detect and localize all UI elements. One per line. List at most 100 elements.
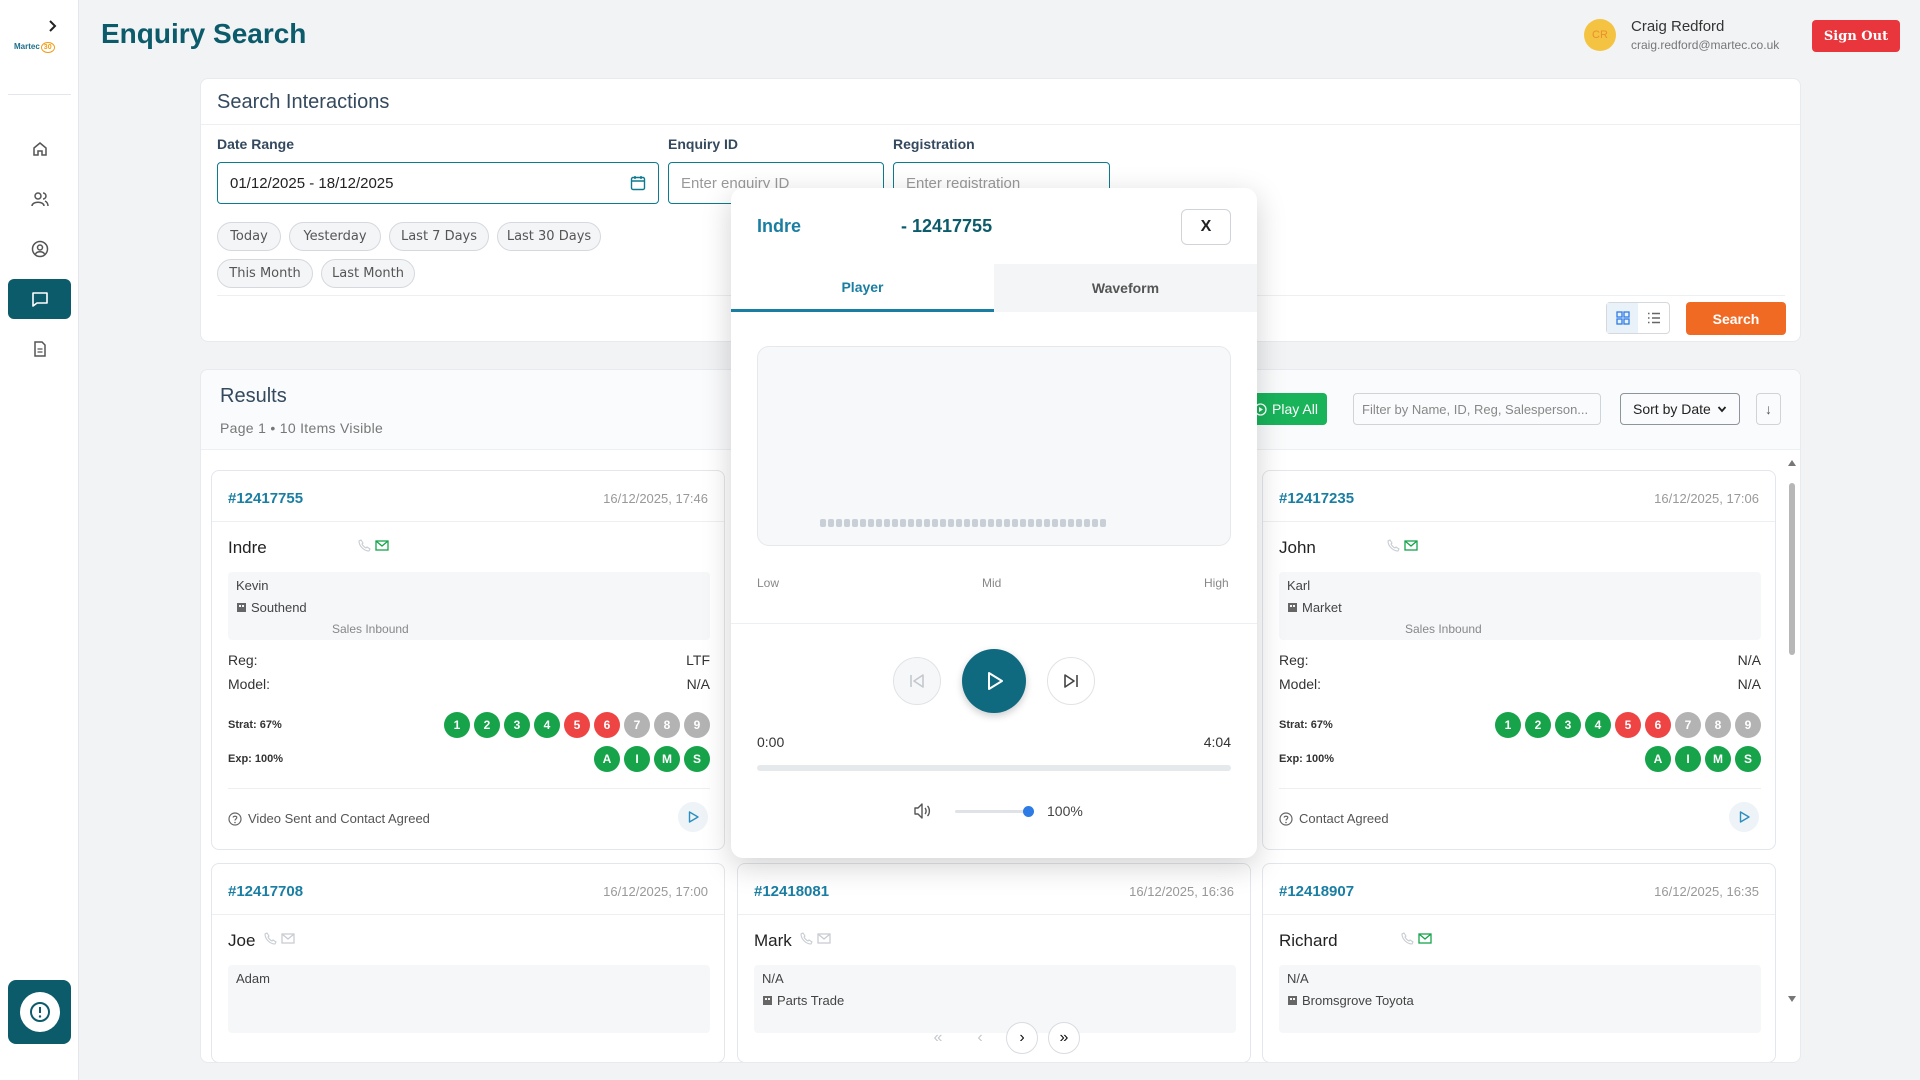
divider — [228, 788, 710, 789]
sidebar-item-home[interactable] — [8, 129, 71, 169]
volume-percent: 100% — [1047, 803, 1083, 819]
play-button[interactable] — [962, 649, 1026, 713]
reg-label: Reg: — [228, 652, 258, 668]
card-salesperson: N/A — [762, 971, 784, 986]
sidebar-item-profile[interactable] — [8, 229, 71, 269]
building-icon — [237, 603, 246, 612]
card-enquiry-id[interactable]: #12418081 — [754, 883, 830, 900]
first-page-button[interactable]: « — [933, 1029, 943, 1046]
card-customer-name: John — [1279, 538, 1316, 557]
visualizer-bar — [1060, 519, 1066, 527]
card-model-row: Model: N/A — [228, 676, 710, 692]
users-icon — [30, 192, 49, 207]
sign-out-button[interactable]: Sign Out — [1812, 20, 1900, 52]
strategy-step-dot: 6 — [594, 712, 620, 738]
last-page-button[interactable]: » — [1048, 1022, 1080, 1054]
card-salesperson: N/A — [1287, 971, 1309, 986]
card-enquiry-id[interactable]: #12417235 — [1279, 490, 1355, 507]
experience-dot: S — [684, 746, 710, 772]
sidebar-divider — [8, 94, 71, 95]
sidebar-item-users[interactable] — [8, 179, 71, 219]
chip-yesterday[interactable]: Yesterday — [289, 222, 381, 251]
result-card[interactable]: #12417235 16/12/2025, 17:06 John Karl Ma… — [1262, 470, 1776, 850]
divider — [1263, 521, 1775, 522]
phone-icon — [1401, 932, 1414, 945]
chip-last-month[interactable]: Last Month — [321, 259, 415, 288]
mail-icon — [817, 933, 831, 944]
divider — [1279, 788, 1761, 789]
reg-value: LTF — [686, 652, 710, 668]
results-title: Results — [220, 385, 287, 407]
scroll-down-arrow-icon[interactable] — [1787, 995, 1797, 1003]
grid-view-button[interactable] — [1607, 303, 1638, 333]
strategy-step-dot: 2 — [1525, 712, 1551, 738]
card-play-button[interactable] — [678, 802, 708, 832]
skip-back-button[interactable] — [893, 657, 941, 705]
play-all-button[interactable]: Play All — [1245, 393, 1327, 425]
alert-circle-icon — [29, 1002, 50, 1022]
play-icon — [988, 672, 1003, 690]
card-salesperson: Kevin — [236, 578, 269, 593]
next-page-button[interactable]: › — [1006, 1022, 1038, 1054]
tab-waveform[interactable]: Waveform — [1091, 280, 1160, 296]
scroll-up-arrow-icon[interactable] — [1787, 459, 1797, 467]
visualizer-bars — [820, 519, 1106, 527]
card-enquiry-id[interactable]: #12418907 — [1279, 883, 1355, 900]
freq-high-label: High — [1204, 576, 1229, 590]
visualizer-bar — [940, 519, 946, 527]
help-button[interactable] — [8, 980, 71, 1044]
chip-today[interactable]: Today — [217, 222, 281, 251]
visualizer-bar — [876, 519, 882, 527]
phone-icon — [1387, 539, 1400, 552]
result-card[interactable]: #12417755 16/12/2025, 17:46 Indre Kevin … — [211, 470, 725, 850]
divider — [1263, 914, 1775, 915]
card-date: 16/12/2025, 16:36 — [1129, 884, 1234, 899]
progress-bar[interactable] — [757, 765, 1231, 771]
date-range-input[interactable]: 01/12/2025 - 18/12/2025 — [217, 162, 659, 204]
skip-forward-button[interactable] — [1047, 657, 1095, 705]
grid-icon — [1615, 311, 1630, 325]
sort-direction-button[interactable]: ↓ — [1756, 393, 1781, 425]
calendar-icon[interactable] — [630, 175, 646, 191]
close-button[interactable]: X — [1181, 209, 1231, 245]
volume-slider-knob[interactable] — [1023, 806, 1034, 817]
avatar: CR — [1584, 19, 1616, 51]
scrollbar[interactable] — [1787, 460, 1797, 1005]
card-enquiry-id[interactable]: #12417755 — [228, 490, 304, 507]
volume-slider[interactable] — [955, 810, 1027, 813]
filter-input[interactable]: Filter by Name, ID, Reg, Salesperson... — [1353, 393, 1601, 425]
sidebar-item-reports[interactable] — [8, 329, 71, 369]
card-customer-name: Richard — [1279, 931, 1338, 950]
card-site-name: Parts Trade — [777, 993, 845, 1008]
result-card[interactable]: #12418907 16/12/2025, 16:35 Richard N/A … — [1262, 863, 1776, 1062]
sidebar-toggle-chevron-icon[interactable] — [40, 14, 64, 38]
sort-select[interactable]: Sort by Date — [1620, 393, 1740, 425]
user-email: craig.redford@martec.co.uk — [1631, 38, 1780, 52]
tab-player[interactable]: Player — [731, 264, 994, 312]
sidebar-item-enquiries[interactable] — [8, 279, 71, 319]
card-enquiry-id[interactable]: #12417708 — [228, 883, 304, 900]
result-card[interactable]: #12418081 16/12/2025, 16:36 Mark N/A Par… — [737, 863, 1251, 1062]
prev-page-button[interactable]: ‹ — [977, 1029, 983, 1046]
card-outcome-text: Video Sent and Contact Agreed — [248, 811, 430, 826]
divider — [738, 914, 1250, 915]
chip-last-30-days[interactable]: Last 30 Days — [497, 222, 601, 251]
chip-this-month[interactable]: This Month — [217, 259, 313, 288]
reg-label: Reg: — [1279, 652, 1309, 668]
strat-label: Strat: 67% — [228, 719, 282, 731]
visualizer-bar — [1036, 519, 1042, 527]
volume-icon[interactable] — [913, 802, 933, 820]
chip-last-7-days[interactable]: Last 7 Days — [389, 222, 489, 251]
scrollbar-thumb[interactable] — [1789, 483, 1795, 655]
card-date: 16/12/2025, 16:35 — [1654, 884, 1759, 899]
model-label: Model: — [1279, 676, 1322, 692]
search-button[interactable]: Search — [1686, 302, 1786, 335]
result-card[interactable]: #12417708 16/12/2025, 17:00 Joe Adam — [211, 863, 725, 1062]
list-view-button[interactable] — [1638, 303, 1669, 333]
card-play-button[interactable] — [1729, 802, 1759, 832]
visualizer-bar — [836, 519, 842, 527]
card-info-box: Karl Market Sales Inbound — [1279, 572, 1761, 640]
phone-icon — [264, 932, 277, 945]
